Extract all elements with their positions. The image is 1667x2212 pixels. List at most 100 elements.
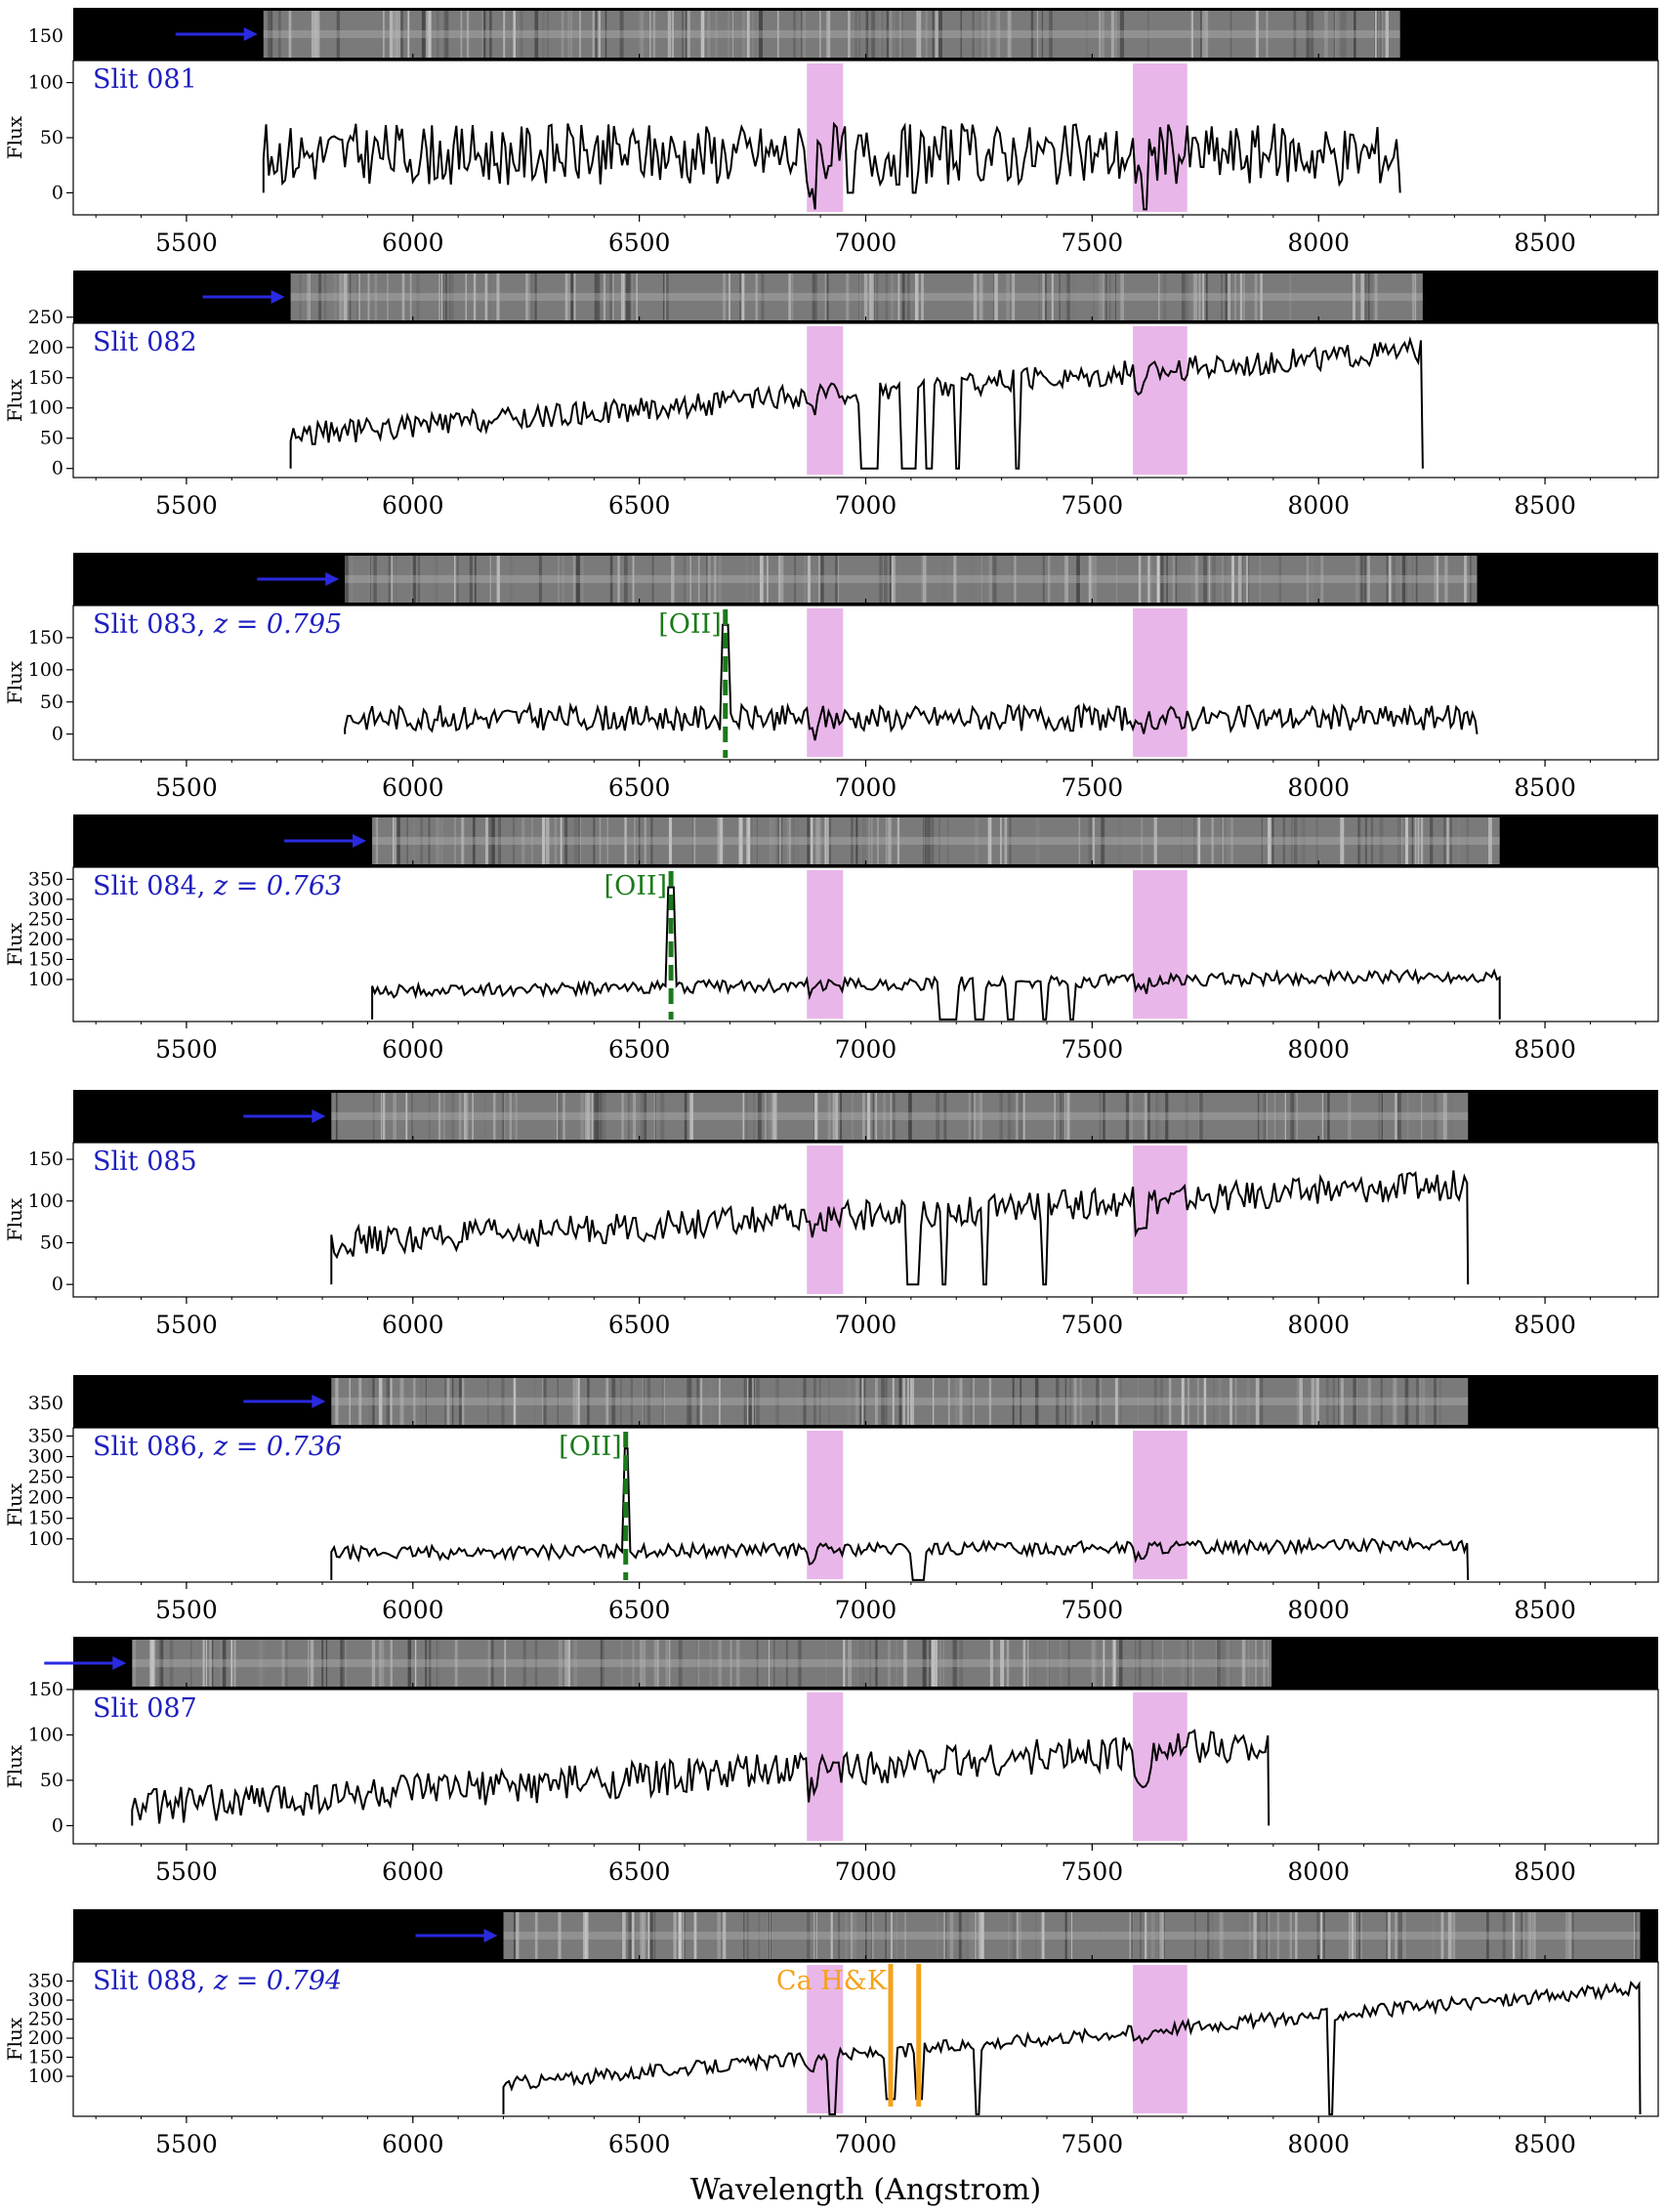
sky-line-column — [1404, 1093, 1408, 1140]
sky-line-column — [309, 273, 311, 320]
y-tick-label: 250 — [28, 908, 63, 930]
sky-line-column — [1256, 1912, 1259, 1959]
sky-line-column — [1200, 11, 1204, 58]
x-tick-label: 8500 — [1514, 491, 1576, 520]
spectrum-panel-4: 5500 6000 6500 7000 7500 8000 8500 100150200250… — [3, 814, 1659, 1064]
sky-line-column — [642, 1912, 646, 1959]
sky-line-column — [931, 1640, 936, 1687]
sky-line-column — [684, 1093, 688, 1140]
sky-line-column — [780, 817, 783, 864]
x-tick-label: 6000 — [382, 1035, 444, 1064]
sky-line-column — [1257, 1093, 1260, 1140]
sky-line-column — [1396, 817, 1401, 864]
sky-line-column — [473, 273, 477, 320]
sky-line-column — [158, 1640, 161, 1687]
sky-line-column — [1063, 556, 1067, 603]
sky-line-column — [1258, 1912, 1261, 1959]
sky-line-column — [429, 1640, 432, 1687]
sky-line-column — [858, 11, 860, 58]
sky-line-column — [718, 1640, 723, 1687]
sky-line-column — [342, 273, 346, 320]
sky-line-column — [921, 273, 924, 320]
sky-line-column — [420, 817, 424, 864]
sky-line-column — [755, 273, 759, 320]
sky-line-column — [1289, 273, 1292, 320]
sky-line-column — [1022, 1093, 1025, 1140]
sky-line-column — [973, 273, 978, 320]
sky-line-column — [995, 11, 999, 58]
sky-line-column — [875, 1640, 878, 1687]
sky-line-column — [1402, 1912, 1406, 1959]
sky-line-column — [1103, 1093, 1106, 1140]
sky-line-column — [819, 11, 821, 58]
sky-line-column — [1067, 1640, 1070, 1687]
sky-line-column — [869, 273, 874, 320]
spectrum-panel-7: 5500 6000 6500 7000 7500 8000 8500 0 50 100 150 Flu… — [3, 1637, 1659, 1886]
sky-line-column — [258, 1640, 262, 1687]
sky-line-column — [987, 817, 991, 864]
sky-line-column — [1315, 1378, 1319, 1425]
y-tick-label: 50 — [40, 127, 63, 148]
sky-line-column — [587, 1378, 590, 1425]
sky-line-column — [792, 273, 794, 320]
sky-line-column — [498, 817, 502, 864]
sky-line-column — [693, 817, 696, 864]
sky-line-column — [1211, 817, 1214, 864]
sky-line-column — [1147, 556, 1150, 603]
sky-line-column — [624, 556, 628, 603]
sky-line-column — [1041, 1912, 1045, 1959]
sky-line-column — [1076, 556, 1081, 603]
sky-line-column — [891, 273, 894, 320]
sky-line-column — [1359, 556, 1364, 603]
slit-label: Slit 087 — [93, 1693, 197, 1724]
sky-line-column — [870, 1912, 873, 1959]
sky-line-column — [489, 11, 492, 58]
sky-line-column — [424, 11, 427, 58]
sky-line-column — [966, 1912, 971, 1959]
sky-line-column — [735, 1640, 740, 1687]
sky-line-column — [709, 1640, 712, 1687]
sky-line-column — [1388, 1912, 1391, 1959]
sky-line-column — [345, 556, 349, 603]
sky-line-column — [1363, 556, 1366, 603]
sky-line-column — [1194, 1912, 1196, 1959]
sky-line-column — [1293, 817, 1298, 864]
sky-line-column — [440, 273, 444, 320]
sky-line-column — [1357, 817, 1360, 864]
sky-line-column — [852, 1093, 854, 1140]
sky-line-column — [938, 817, 941, 864]
x-tick-label: 7500 — [1062, 491, 1124, 520]
sky-line-column — [970, 1378, 972, 1425]
sky-line-column — [1386, 556, 1389, 603]
sky-line-column — [908, 1093, 912, 1140]
sky-line-column — [392, 11, 396, 58]
x-tick-label: 6000 — [382, 1596, 444, 1624]
2d-spectrum-image — [331, 1093, 1469, 1140]
sky-line-column — [442, 273, 444, 320]
sky-line-column — [693, 1912, 697, 1959]
sky-line-column — [653, 1912, 656, 1959]
spectrum-axes — [72, 866, 1659, 1023]
sky-line-column — [575, 1378, 579, 1425]
sky-line-column — [722, 1912, 727, 1959]
sky-line-column — [437, 1640, 439, 1687]
sky-line-column — [617, 556, 620, 603]
sky-line-column — [876, 273, 879, 320]
sky-line-column — [857, 1378, 862, 1425]
sky-line-column — [827, 817, 829, 864]
sky-line-column — [503, 11, 506, 58]
slit-label: Slit 084, z = 0.763 — [93, 871, 342, 901]
sky-line-column — [1335, 11, 1339, 58]
sky-line-column — [306, 273, 311, 320]
telluric-band-1 — [807, 1431, 844, 1579]
sky-line-column — [525, 273, 528, 320]
sky-line-column — [1186, 273, 1189, 320]
sky-line-column — [581, 1093, 584, 1140]
sky-line-column — [542, 817, 545, 864]
sky-line-column — [697, 556, 700, 603]
sky-line-column — [750, 1378, 755, 1425]
sky-line-column — [1348, 1912, 1351, 1959]
sky-line-column — [914, 273, 919, 320]
sky-line-column — [1306, 11, 1310, 58]
x-tick-label: 7000 — [835, 773, 897, 802]
